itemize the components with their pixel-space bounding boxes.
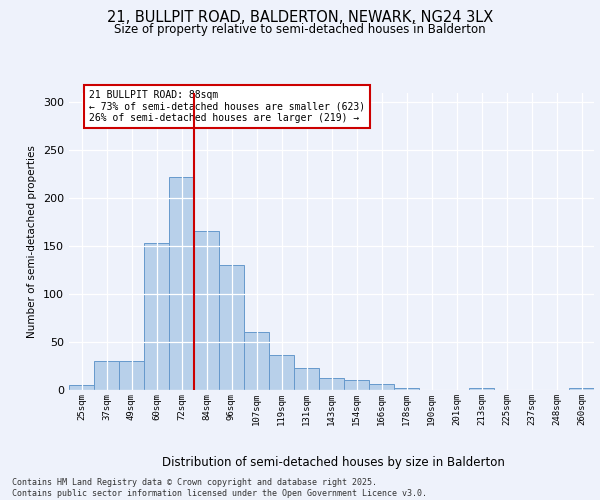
Bar: [269, 356, 294, 390]
Bar: [394, 388, 419, 390]
Bar: [94, 361, 119, 390]
Bar: [194, 230, 219, 390]
Text: Contains HM Land Registry data © Crown copyright and database right 2025.
Contai: Contains HM Land Registry data © Crown c…: [12, 478, 427, 498]
Bar: [369, 384, 394, 390]
Text: 21 BULLPIT ROAD: 88sqm
← 73% of semi-detached houses are smaller (623)
26% of se: 21 BULLPIT ROAD: 88sqm ← 73% of semi-det…: [89, 90, 365, 124]
Bar: [144, 243, 169, 390]
Text: 21, BULLPIT ROAD, BALDERTON, NEWARK, NG24 3LX: 21, BULLPIT ROAD, BALDERTON, NEWARK, NG2…: [107, 10, 493, 25]
Bar: [119, 361, 144, 390]
Text: Size of property relative to semi-detached houses in Balderton: Size of property relative to semi-detach…: [114, 24, 486, 36]
Y-axis label: Number of semi-detached properties: Number of semi-detached properties: [28, 145, 37, 338]
Bar: [69, 385, 94, 390]
Bar: [469, 388, 494, 390]
Text: Distribution of semi-detached houses by size in Balderton: Distribution of semi-detached houses by …: [161, 456, 505, 469]
Bar: [169, 177, 194, 390]
Bar: [219, 265, 244, 390]
Bar: [344, 380, 369, 390]
Bar: [244, 332, 269, 390]
Bar: [319, 378, 344, 390]
Bar: [569, 388, 594, 390]
Bar: [294, 368, 319, 390]
